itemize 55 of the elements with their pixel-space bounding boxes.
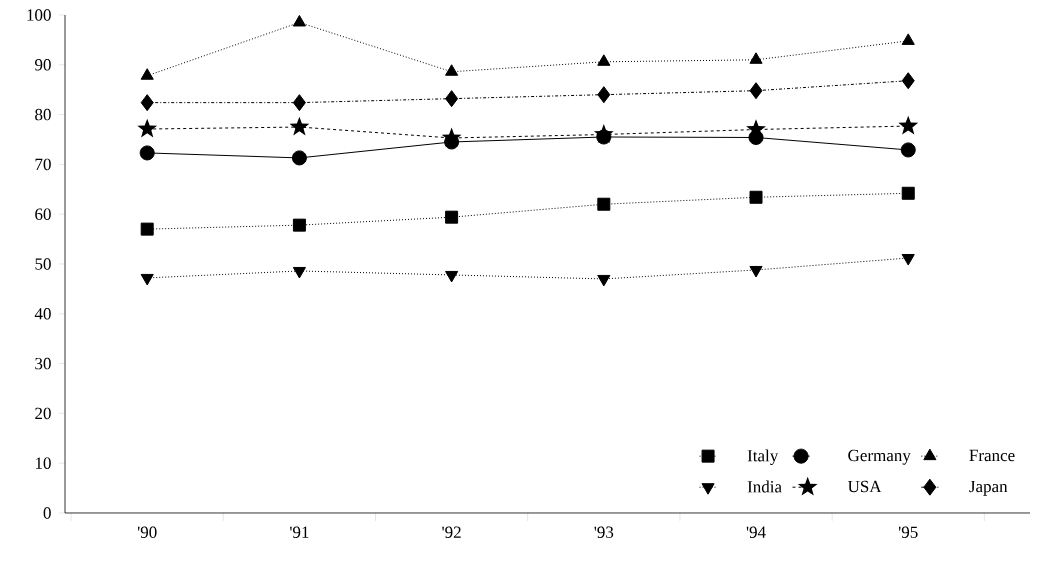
point bbox=[901, 72, 915, 90]
point bbox=[292, 266, 306, 279]
x-tick-label: '95 bbox=[898, 526, 918, 538]
y-tick-label: 80 bbox=[35, 108, 51, 121]
point bbox=[593, 124, 614, 143]
point bbox=[445, 270, 459, 283]
x-tick-label: '93 bbox=[594, 526, 614, 538]
point bbox=[140, 273, 154, 286]
point bbox=[901, 254, 915, 266]
point bbox=[597, 197, 611, 211]
point bbox=[597, 274, 611, 287]
point bbox=[292, 94, 306, 112]
legend-label: France bbox=[969, 449, 1015, 462]
point bbox=[289, 116, 310, 136]
x-tick-label: '94 bbox=[746, 526, 766, 538]
legend-label: USA bbox=[847, 480, 882, 493]
point bbox=[901, 33, 915, 45]
point bbox=[898, 115, 919, 135]
point bbox=[900, 142, 916, 158]
point bbox=[445, 210, 459, 224]
point bbox=[291, 150, 307, 166]
legend-label: Japan bbox=[969, 480, 1008, 496]
point bbox=[139, 145, 155, 161]
legend-label: India bbox=[747, 480, 782, 493]
point bbox=[140, 94, 154, 112]
y-tick-label: 50 bbox=[35, 258, 51, 270]
x-tick-label: '91 bbox=[290, 526, 309, 538]
point bbox=[597, 86, 611, 104]
y-tick-label: 20 bbox=[35, 407, 51, 420]
y-tick-label: 40 bbox=[34, 308, 51, 320]
y-tick-label: 0 bbox=[43, 507, 51, 519]
point bbox=[445, 90, 459, 108]
point bbox=[292, 218, 306, 232]
x-tick-label: '92 bbox=[442, 526, 461, 538]
point bbox=[749, 265, 763, 278]
y-tick-label: 90 bbox=[35, 59, 51, 71]
point bbox=[597, 54, 611, 66]
point bbox=[901, 186, 915, 200]
x-tick-label: '90 bbox=[137, 526, 157, 538]
legend-label: Italy bbox=[747, 449, 779, 465]
point bbox=[137, 118, 158, 138]
y-tick-label: 100 bbox=[27, 9, 51, 21]
y-tick-label: 60 bbox=[35, 208, 51, 220]
y-tick-label: 30 bbox=[35, 357, 51, 370]
point bbox=[445, 64, 459, 76]
y-tick-label: 70 bbox=[35, 158, 51, 171]
point bbox=[749, 52, 763, 64]
point bbox=[749, 82, 763, 100]
point bbox=[749, 190, 763, 204]
y-tick-label: 10 bbox=[35, 457, 51, 469]
point bbox=[441, 127, 462, 147]
point bbox=[140, 222, 154, 236]
point bbox=[292, 14, 306, 27]
legend-label: Germany bbox=[848, 449, 911, 465]
point bbox=[140, 68, 154, 80]
